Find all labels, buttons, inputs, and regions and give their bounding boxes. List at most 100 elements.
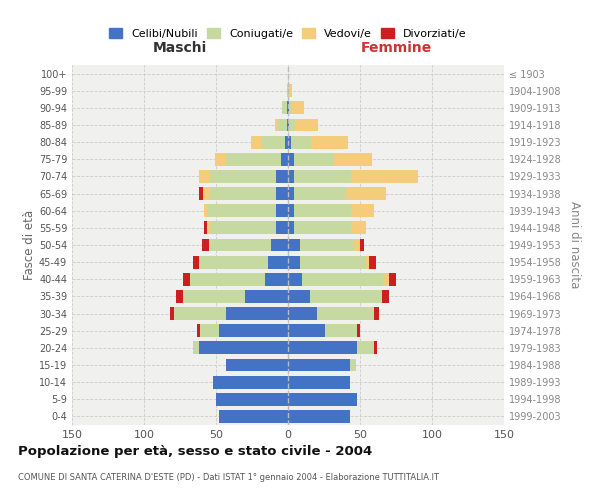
Bar [202,238,209,252]
Text: Popolazione per età, sesso e stato civile - 2004: Popolazione per età, sesso e stato civil… [18,445,372,458]
Text: Femmine: Femmine [361,40,431,54]
Bar [374,342,377,354]
Bar [199,170,210,183]
Bar [265,273,288,285]
Y-axis label: Anni di nascita: Anni di nascita [568,202,581,288]
Bar [360,238,364,252]
Bar [288,273,302,285]
Bar [183,290,245,303]
Bar [291,136,311,148]
Bar [288,102,289,114]
Text: Maschi: Maschi [153,40,207,54]
Bar [199,187,203,200]
Bar [208,204,277,217]
Bar [287,84,288,97]
Bar [288,204,294,217]
Bar [251,136,262,148]
Bar [288,358,350,372]
Bar [262,136,285,148]
Bar [294,222,352,234]
Y-axis label: Fasce di età: Fasce di età [23,210,36,280]
Bar [288,84,289,97]
Bar [183,273,190,285]
Bar [325,324,357,337]
Bar [209,238,271,252]
Bar [357,342,374,354]
Bar [226,307,288,320]
Bar [287,118,288,132]
Bar [268,256,288,268]
Bar [285,136,288,148]
Bar [219,324,288,337]
Bar [346,187,386,200]
Bar [277,222,288,234]
Bar [294,187,346,200]
Bar [289,118,295,132]
Bar [310,290,382,303]
Bar [366,256,368,268]
Bar [208,222,210,234]
Bar [288,222,294,234]
Bar [174,307,226,320]
Bar [245,290,288,303]
Bar [357,324,360,337]
Bar [288,410,350,423]
Bar [199,256,268,268]
Bar [210,187,277,200]
Bar [288,136,291,148]
Bar [210,222,277,234]
Bar [287,102,288,114]
Bar [299,238,354,252]
Bar [288,307,317,320]
Bar [288,393,357,406]
Bar [215,153,226,166]
Bar [278,118,287,132]
Bar [193,256,199,268]
Bar [216,393,288,406]
Bar [289,84,292,97]
Bar [288,153,294,166]
Bar [282,102,287,114]
Bar [352,204,374,217]
Bar [288,324,325,337]
Bar [271,238,288,252]
Bar [226,153,281,166]
Bar [294,204,352,217]
Bar [200,324,219,337]
Bar [213,376,288,388]
Bar [275,118,278,132]
Bar [302,273,383,285]
Bar [277,170,288,183]
Bar [199,342,288,354]
Bar [288,290,310,303]
Bar [288,170,294,183]
Bar [170,307,174,320]
Bar [219,410,288,423]
Bar [350,358,356,372]
Bar [203,187,210,200]
Bar [382,290,389,303]
Bar [352,222,366,234]
Bar [288,376,350,388]
Bar [197,324,200,337]
Bar [289,102,292,114]
Bar [292,102,304,114]
Bar [193,342,199,354]
Bar [288,187,294,200]
Bar [277,187,288,200]
Bar [317,307,374,320]
Bar [311,136,349,148]
Legend: Celibi/Nubili, Coniugati/e, Vedovi/e, Divorziati/e: Celibi/Nubili, Coniugati/e, Vedovi/e, Di… [105,24,471,44]
Bar [288,118,289,132]
Bar [288,342,357,354]
Bar [389,273,396,285]
Bar [299,256,366,268]
Bar [294,153,334,166]
Bar [288,256,299,268]
Bar [205,204,208,217]
Bar [374,307,379,320]
Text: COMUNE DI SANTA CATERINA D'ESTE (PD) - Dati ISTAT 1° gennaio 2004 - Elaborazione: COMUNE DI SANTA CATERINA D'ESTE (PD) - D… [18,473,439,482]
Bar [288,238,299,252]
Bar [295,118,318,132]
Bar [190,273,265,285]
